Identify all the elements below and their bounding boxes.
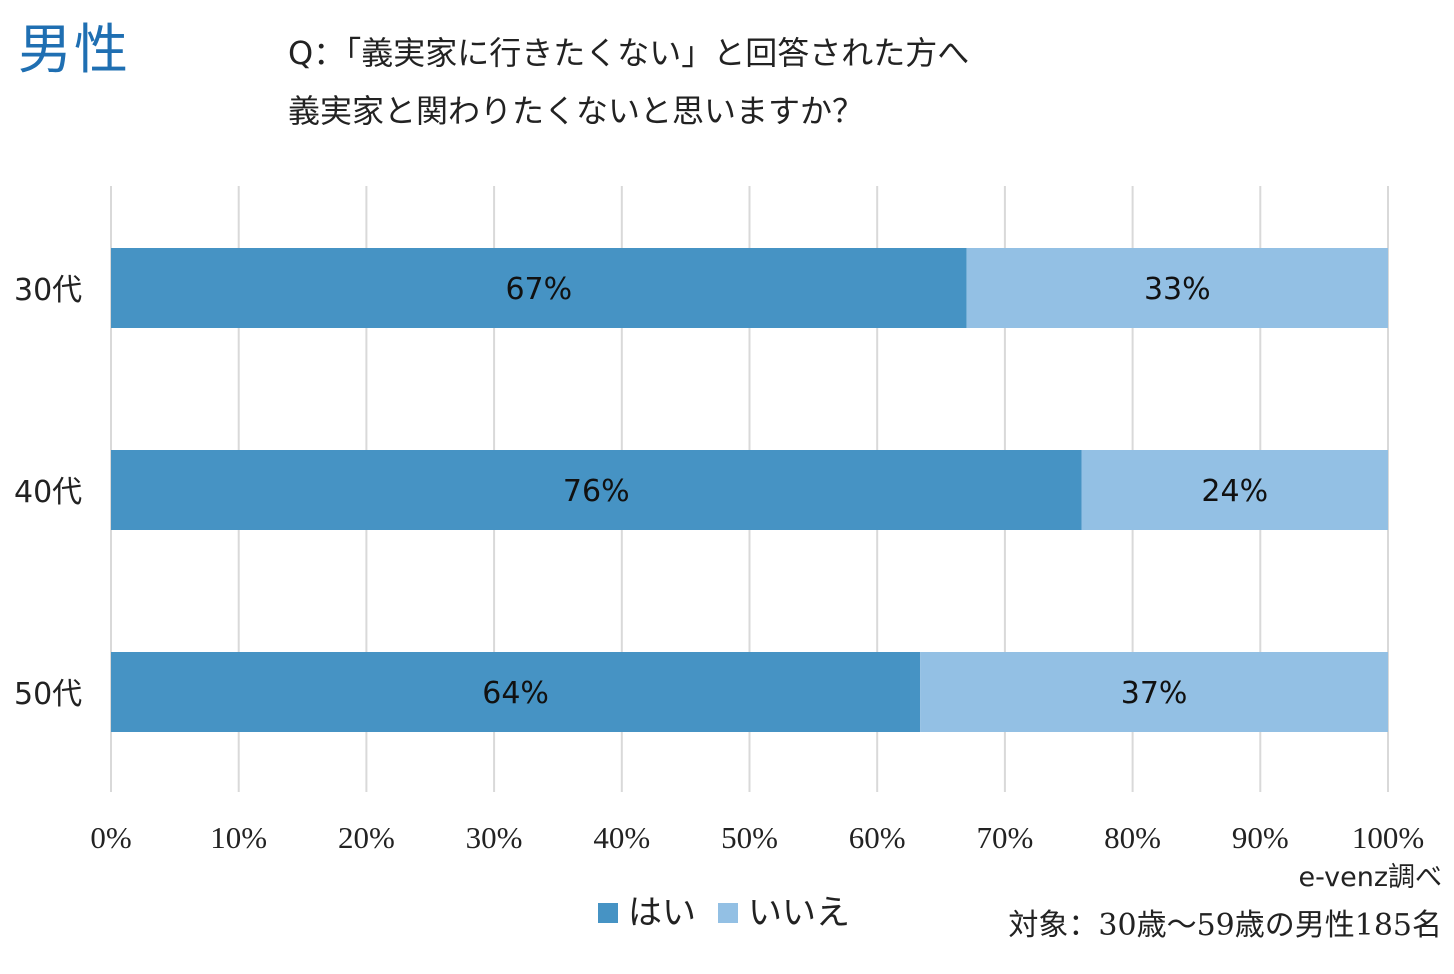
gender-label: 男性 — [18, 18, 130, 81]
legend-item-no: いいえ — [718, 890, 850, 936]
x-tick-label-1: 10% — [210, 820, 267, 855]
bar-yes-0 — [111, 248, 967, 328]
x-tick-label-4: 40% — [593, 820, 650, 855]
source-note: e-venz調べ — [1298, 862, 1442, 893]
data-label-no-0: 33% — [1144, 272, 1211, 307]
x-tick-label-3: 30% — [466, 820, 523, 855]
data-label-yes-2: 64% — [482, 676, 549, 711]
legend-label-no: いいえ — [748, 893, 850, 933]
x-tick-label-0: 0% — [90, 820, 131, 855]
legend-label-yes: はい — [628, 893, 696, 933]
category-label-2: 50代 — [14, 677, 82, 712]
question-line-2: 義実家と関わりたくないと思いますか？ — [288, 92, 865, 130]
x-tick-label-5: 50% — [721, 820, 778, 855]
legend-swatch-no — [718, 903, 738, 923]
category-label-1: 40代 — [14, 475, 82, 510]
bar-no-2 — [920, 652, 1388, 732]
legend-swatch-yes — [598, 903, 618, 923]
data-label-yes-1: 76% — [563, 474, 630, 509]
bar-no-0 — [966, 248, 1388, 328]
x-tick-label-9: 90% — [1232, 820, 1289, 855]
bar-no-1 — [1081, 450, 1388, 530]
target-note: 対象：30歳〜59歳の男性185名 — [1008, 908, 1442, 943]
data-label-yes-0: 67% — [505, 272, 572, 307]
category-label-0: 30代 — [14, 273, 82, 308]
x-tick-label-2: 20% — [338, 820, 395, 855]
question-text: Q：「義実家に行きたくない」と回答された方へ 義実家と関わりたくないと思いますか… — [288, 24, 969, 140]
x-tick-label-7: 70% — [976, 820, 1033, 855]
x-tick-label-10: 100% — [1352, 820, 1424, 855]
x-tick-label-8: 80% — [1104, 820, 1161, 855]
data-label-no-2: 37% — [1121, 676, 1188, 711]
question-line-1: Q：「義実家に行きたくない」と回答された方へ — [288, 34, 970, 72]
bar-yes-2 — [111, 652, 921, 732]
chart-legend: はい いいえ — [598, 890, 872, 936]
data-label-no-1: 24% — [1201, 474, 1268, 509]
legend-item-yes: はい — [598, 890, 696, 936]
bar-yes-1 — [111, 450, 1082, 530]
x-tick-label-6: 60% — [849, 820, 906, 855]
